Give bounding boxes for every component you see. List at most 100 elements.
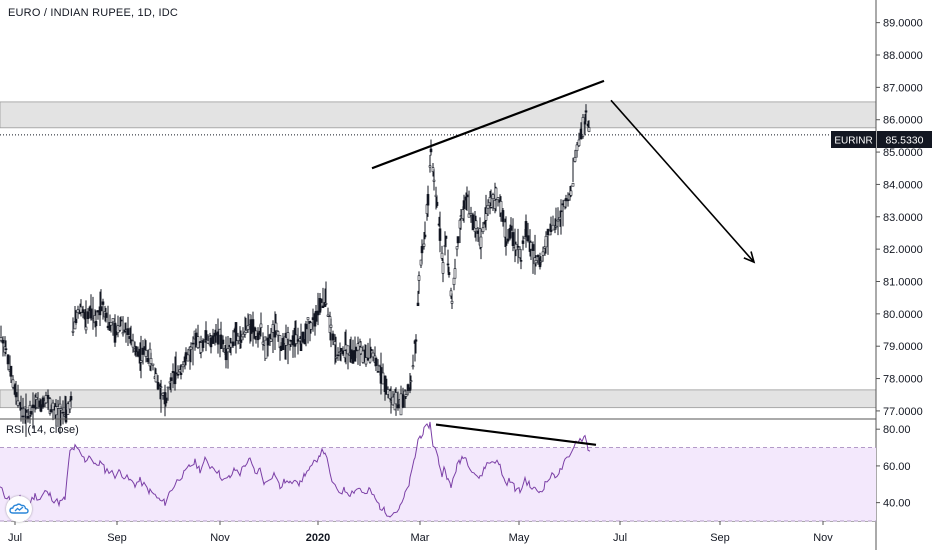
forecast-arrow[interactable] — [610, 99, 755, 263]
rsi-trendline[interactable] — [435, 423, 597, 446]
candle-body — [176, 374, 180, 376]
candle-body — [326, 314, 330, 317]
rsi-tick-label: 80.00 — [883, 424, 911, 436]
candle-body — [573, 157, 577, 162]
price-tick-label: 82.0000 — [883, 244, 923, 256]
candle-body — [499, 201, 503, 214]
cloud-icon — [9, 503, 29, 514]
candle-body — [371, 352, 375, 358]
candle-body — [304, 323, 308, 330]
candle-body — [534, 260, 538, 264]
candle-body — [209, 337, 213, 348]
candle-body — [376, 371, 380, 373]
price-axis[interactable]: 89.0000 88.0000 87.0000 86.0000 85.0000 84.00… — [876, 18, 923, 418]
candle-body — [1, 339, 5, 344]
candle-body — [584, 110, 588, 113]
candle-body — [144, 350, 148, 357]
candle-body — [294, 334, 298, 344]
candle-body — [274, 322, 278, 331]
candle-body — [404, 394, 408, 397]
rsi-axis: 80.00 60.00 40.00 — [876, 424, 911, 510]
time-tick-label: Jul — [613, 532, 627, 544]
candle-body — [49, 409, 53, 413]
candle-body — [444, 235, 448, 239]
candle-body — [301, 331, 305, 343]
candle-body — [106, 325, 110, 329]
candle-body — [236, 335, 240, 341]
candle-body — [309, 322, 313, 330]
candle-body — [84, 326, 88, 331]
candle-body — [206, 340, 210, 344]
candle-body — [494, 187, 498, 200]
candle-body — [456, 236, 460, 244]
candle-body — [59, 408, 63, 411]
candle-body — [184, 352, 188, 359]
candle-body — [324, 302, 328, 305]
rsi-annotations — [435, 423, 597, 446]
chart-title: EURO / INDIAN RUPEE, 1D, IDC — [8, 7, 179, 19]
candle-body — [450, 300, 454, 304]
candle-body — [61, 411, 65, 414]
candle-body — [229, 342, 233, 348]
candle-body — [169, 377, 173, 381]
candle-body — [536, 255, 540, 258]
candle-body — [226, 348, 230, 353]
candle-body — [583, 121, 587, 125]
candle-body — [204, 330, 208, 341]
candle-body — [452, 277, 456, 285]
candle-body — [509, 225, 513, 231]
candle-body — [21, 415, 25, 418]
candle-body — [491, 194, 495, 200]
candle-body — [524, 221, 528, 238]
candle-body — [156, 381, 160, 390]
candle-body — [364, 357, 368, 365]
price-tick-label: 86.0000 — [883, 115, 923, 127]
candle-body — [465, 194, 469, 198]
candle-body — [121, 332, 125, 335]
candle-body — [64, 409, 68, 423]
candle-body — [506, 238, 510, 242]
time-tick-label: Sep — [710, 532, 730, 544]
candle-body — [417, 275, 421, 281]
candle-body — [486, 205, 490, 209]
candle-body — [284, 337, 288, 346]
price-zone — [0, 389, 877, 409]
candle-body — [559, 210, 563, 213]
tradingview-logo[interactable] — [6, 496, 32, 522]
price-tag-value: 85.5330 — [886, 135, 924, 147]
candle-body — [446, 263, 450, 266]
candle-body — [4, 348, 8, 351]
candle-body — [149, 358, 153, 364]
candle-body — [479, 236, 483, 248]
candle-body — [504, 241, 508, 246]
candle-body — [104, 312, 108, 318]
candle-body — [369, 348, 373, 351]
rsi-title: RSI (14, close) — [6, 424, 79, 436]
rsi-pane — [0, 421, 876, 522]
candle-body — [154, 373, 158, 383]
price-tick-label: 79.0000 — [883, 341, 923, 353]
price-pane — [0, 79, 877, 437]
candle-body — [409, 380, 413, 383]
candle-body — [384, 378, 388, 395]
candle-body — [496, 197, 500, 201]
candle-body — [216, 331, 220, 345]
time-axis[interactable]: Jul Sep Nov 2020 Mar May Jul Sep Nov — [8, 521, 833, 544]
price-tick-label: 83.0000 — [883, 212, 923, 224]
candle-body — [571, 182, 575, 187]
candle-body — [414, 339, 418, 342]
candle-body — [489, 206, 493, 209]
candle-body — [481, 227, 485, 232]
trendline[interactable] — [371, 79, 605, 170]
candle-body — [219, 334, 223, 350]
candle-body — [539, 260, 543, 263]
candle-body — [136, 351, 140, 357]
candle-body — [544, 235, 548, 248]
candle-body — [89, 308, 93, 319]
candle-body — [189, 346, 193, 350]
price-tag-symbol: EURINR — [834, 136, 872, 147]
candle-body — [577, 139, 581, 146]
candle-body — [314, 310, 318, 322]
